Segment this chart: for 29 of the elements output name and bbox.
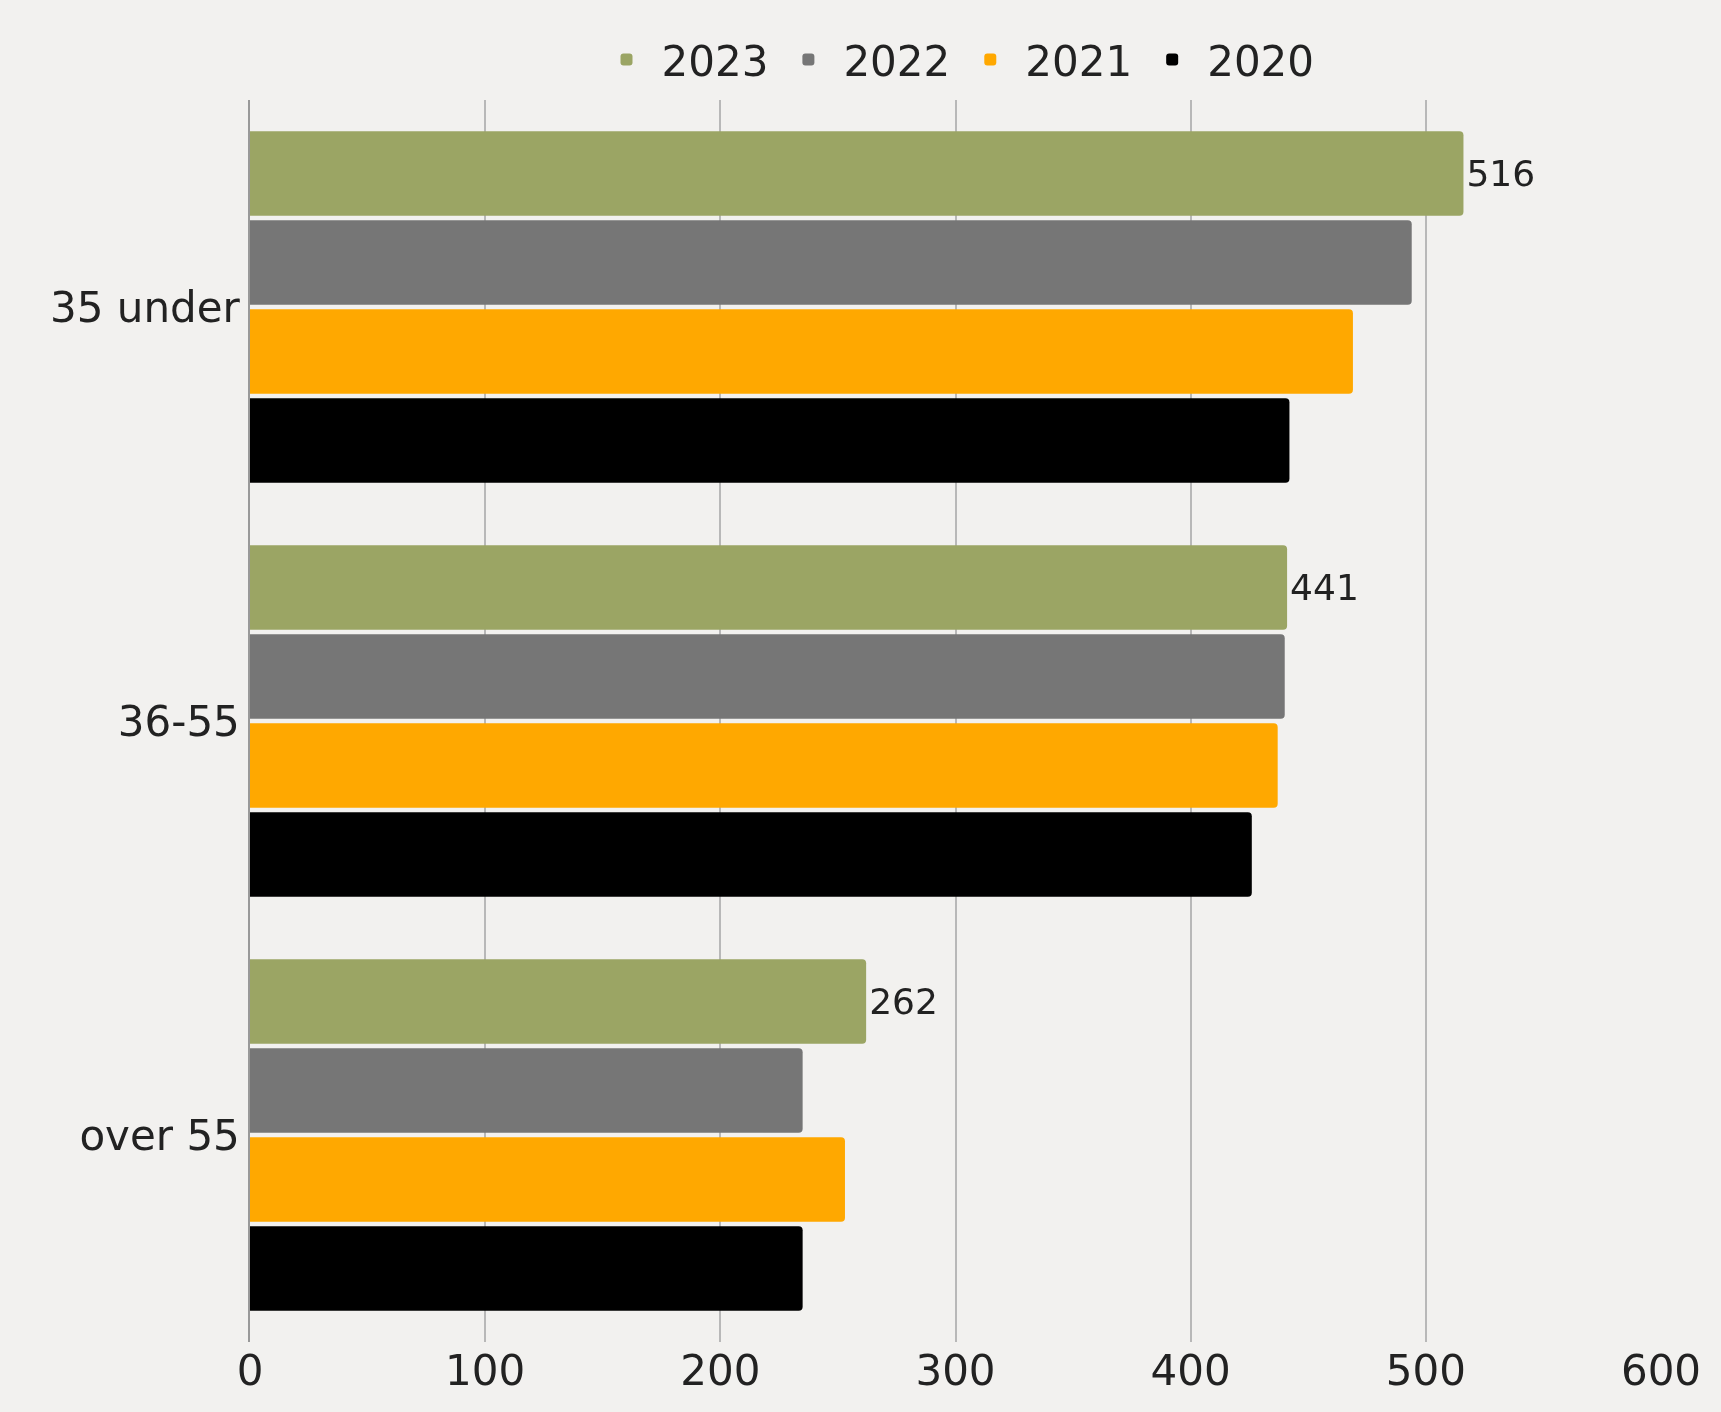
bar xyxy=(250,959,867,1044)
bar xyxy=(250,634,1285,719)
bar xyxy=(250,398,1290,483)
legend-label: 2020 xyxy=(1207,36,1315,86)
legend-label: 2022 xyxy=(843,36,951,86)
bar xyxy=(250,1048,803,1133)
x-tick-label: 400 xyxy=(1150,1346,1231,1395)
data-label: 262 xyxy=(869,980,938,1022)
bar xyxy=(250,1137,845,1222)
x-tick-label: 100 xyxy=(445,1346,526,1395)
bar xyxy=(250,1226,803,1311)
x-tick-label: 600 xyxy=(1620,1346,1702,1395)
bar xyxy=(250,812,1252,897)
data-label: 441 xyxy=(1290,566,1359,608)
legend-label: 2023 xyxy=(661,36,769,86)
x-tick-label: 200 xyxy=(680,1346,761,1395)
bar xyxy=(250,723,1278,808)
legend-label: 2021 xyxy=(1025,36,1133,86)
y-tick-label: 36-55 xyxy=(117,696,240,746)
x-tick-label: 500 xyxy=(1385,1346,1466,1395)
x-tick-label: 0 xyxy=(236,1346,264,1395)
bar xyxy=(250,220,1412,305)
data-label: 516 xyxy=(1466,152,1536,194)
y-tick-label: 35 under xyxy=(50,282,241,332)
x-tick-label: 300 xyxy=(915,1346,996,1395)
bar xyxy=(250,309,1353,394)
bar xyxy=(250,545,1288,630)
y-tick-label: over 55 xyxy=(79,1110,240,1160)
bar xyxy=(250,131,1464,216)
